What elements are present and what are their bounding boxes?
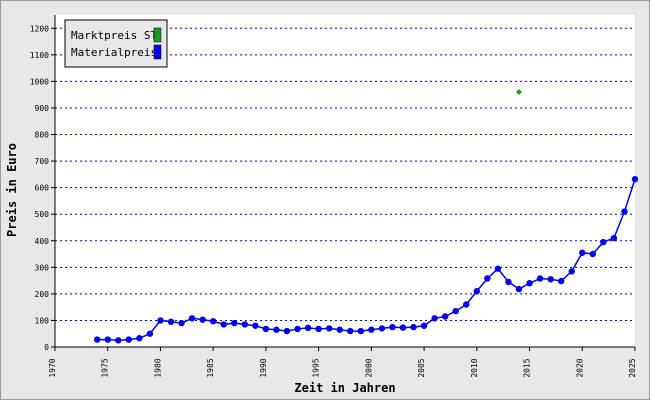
y-tick-label: 300 [35, 263, 50, 272]
point [157, 317, 164, 324]
point [420, 322, 428, 329]
point [505, 278, 512, 286]
x-tick-label: 1975 [101, 358, 110, 377]
point [104, 336, 111, 343]
point [441, 313, 449, 320]
point [136, 335, 143, 342]
point [473, 288, 481, 295]
point [294, 325, 301, 333]
point [579, 249, 586, 256]
y-tick-label: 800 [35, 131, 50, 140]
y-axis-label: Preis in Euro [5, 143, 19, 237]
legend-label: Materialpreis [71, 46, 157, 59]
point [399, 324, 407, 331]
y-tick-label: 200 [35, 290, 50, 299]
y-tick-label: 700 [35, 157, 50, 166]
point [283, 327, 291, 335]
point [357, 327, 365, 335]
point [452, 307, 459, 315]
point [241, 321, 249, 328]
point [199, 316, 206, 323]
point [536, 275, 544, 282]
point [315, 325, 322, 333]
point [368, 326, 375, 333]
y-tick-label: 1000 [30, 77, 49, 86]
point [93, 336, 101, 343]
y-tick-label: 400 [35, 237, 50, 246]
point [484, 275, 491, 282]
point [125, 336, 133, 343]
x-tick-label: 2020 [575, 358, 584, 377]
point [146, 330, 154, 337]
x-tick-label: 1985 [206, 358, 215, 377]
point [220, 321, 227, 328]
point [304, 324, 312, 332]
legend-box [64, 19, 168, 68]
point [273, 326, 280, 333]
y-tick-label: 1100 [30, 51, 49, 60]
point [336, 326, 343, 333]
y-tick-label: 1200 [30, 24, 49, 33]
x-tick-label: 1990 [259, 358, 268, 377]
y-tick-label: 500 [35, 210, 50, 219]
point [389, 323, 396, 331]
point [610, 234, 618, 242]
y-tick-label: 900 [35, 104, 50, 113]
point [600, 238, 607, 246]
point [547, 276, 554, 283]
point [347, 327, 354, 335]
point [526, 280, 533, 287]
legend-swatch [153, 27, 162, 43]
x-tick-label: 1970 [48, 358, 57, 377]
x-tick-label: 1995 [312, 358, 321, 377]
point [557, 277, 565, 285]
line [97, 178, 636, 342]
legend-swatch [153, 44, 162, 60]
x-tick-label: 2025 [628, 358, 637, 377]
point [262, 325, 270, 333]
point [410, 323, 417, 331]
point [589, 250, 597, 258]
point [494, 265, 502, 272]
x-tick-label: 1980 [153, 358, 162, 377]
plot-area [55, 15, 635, 347]
y-tick-label: 600 [35, 184, 50, 193]
point [378, 325, 386, 332]
point [516, 89, 522, 96]
point [188, 315, 196, 322]
point [231, 319, 238, 327]
point [431, 315, 438, 322]
point [568, 268, 575, 275]
legend-label: Marktpreis ST [71, 29, 157, 42]
point [167, 318, 175, 325]
y-tick-label: 100 [35, 316, 50, 325]
point [115, 337, 122, 344]
x-tick-label: 2010 [470, 358, 479, 377]
point [463, 301, 470, 308]
point [209, 318, 217, 325]
x-axis-label: Zeit in Jahren [294, 381, 395, 395]
y-tick-label: 0 [44, 343, 49, 352]
x-tick-label: 2000 [364, 358, 373, 377]
point [515, 285, 523, 293]
x-tick-label: 2015 [523, 358, 532, 377]
point [621, 208, 628, 215]
point [325, 325, 333, 332]
point [178, 319, 185, 327]
point [631, 175, 639, 183]
x-tick-label: 2005 [417, 358, 426, 377]
point [252, 322, 259, 329]
